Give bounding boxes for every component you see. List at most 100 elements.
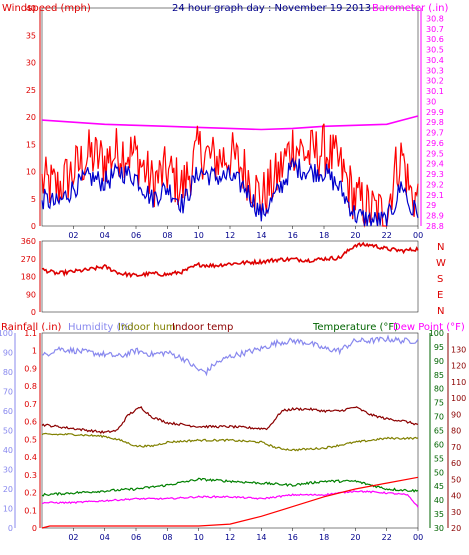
- x-tick-label: 14: [256, 533, 266, 542]
- direction-tick-label: 180: [21, 273, 36, 282]
- baro-tick-label: 30.3: [426, 66, 444, 75]
- series-group: [41, 115, 419, 529]
- series-line-direction: [41, 241, 419, 279]
- dewpoint-tick-label: 130: [451, 345, 466, 354]
- compass-s: S: [437, 274, 443, 285]
- temp-tick-label: 55: [434, 454, 444, 463]
- compass-n2: N: [437, 306, 444, 317]
- baro-tick-label: 29.7: [426, 129, 444, 138]
- x-tick-label: 20: [350, 533, 360, 542]
- x-tick-label: 18: [319, 231, 329, 240]
- indoor-temp-title: Indoor temp: [172, 322, 233, 333]
- compass-e: E: [437, 290, 443, 301]
- humidity-tick-label: 40: [3, 446, 13, 455]
- baro-tick-label: 29.9: [426, 108, 444, 117]
- dewpoint-tick-label: 60: [451, 459, 461, 468]
- x-tick-label: 10: [194, 231, 204, 240]
- x-tick-label: 04: [100, 231, 110, 240]
- humidity-title: Humidity (%): [68, 322, 134, 333]
- barometer-title: Barometer (.in): [372, 3, 448, 14]
- humidity-tick-label: 0: [8, 524, 13, 533]
- humidity-tick-label: 80: [3, 368, 13, 377]
- rain-tick-label: 1: [32, 347, 37, 356]
- baro-tick-label: 28.9: [426, 212, 444, 221]
- series-line-temperature: [41, 477, 419, 497]
- baro-tick-label: 30.8: [426, 14, 444, 23]
- dewpoint-title: Dew Point (°F): [393, 322, 465, 333]
- wind-tick-label: 10: [26, 168, 36, 177]
- x-tick-label: 16: [288, 533, 298, 542]
- x-tick-label: 18: [319, 533, 329, 542]
- temp-tick-label: 65: [434, 427, 444, 436]
- baro-tick-label: 28.8: [426, 222, 444, 231]
- rain-tick-label: 1.1: [24, 329, 37, 338]
- baro-tick-label: 29.3: [426, 170, 444, 179]
- temperature-title: Temperature (°F): [312, 322, 398, 333]
- x-tick-label: 00: [413, 533, 423, 542]
- humidity-tick-label: 100: [0, 329, 13, 338]
- dewpoint-tick-label: 70: [451, 443, 461, 452]
- temp-tick-label: 60: [434, 440, 444, 449]
- dewpoint-tick-label: 20: [451, 524, 461, 533]
- wind-tick-label: 30: [26, 59, 36, 68]
- direction-tick-label: 90: [26, 290, 36, 299]
- compass-w: W: [436, 258, 446, 269]
- rain-tick-label: 0.1: [24, 506, 37, 515]
- rain-tick-label: 0.7: [24, 400, 37, 409]
- x-tick-label: 00: [413, 231, 423, 240]
- windspeed-title: Windspeed (mph): [2, 3, 91, 14]
- x-tick-label: 08: [162, 533, 172, 542]
- dewpoint-tick-label: 30: [451, 508, 461, 517]
- x-tick-label: 14: [256, 231, 266, 240]
- temp-tick-label: 40: [434, 496, 444, 505]
- rain-tick-label: 0.5: [24, 435, 37, 444]
- temp-tick-label: 100: [429, 329, 444, 338]
- x-tick-label: 22: [382, 231, 392, 240]
- wind-tick-label: 0: [31, 222, 36, 231]
- dewpoint-tick-label: 120: [451, 362, 466, 371]
- panel-direction: [41, 240, 419, 313]
- humidity-tick-label: 70: [3, 388, 13, 397]
- indoor-hum-title: Indoor hum: [118, 322, 176, 333]
- wind-tick-label: 25: [26, 86, 36, 95]
- x-tick-label: 12: [225, 533, 235, 542]
- humidity-tick-label: 60: [3, 407, 13, 416]
- x-tick-label: 10: [194, 533, 204, 542]
- baro-tick-label: 30.2: [426, 77, 444, 86]
- baro-tick-label: 29: [426, 201, 436, 210]
- x-tick-label: 16: [288, 231, 298, 240]
- baro-tick-label: 29.1: [426, 191, 444, 200]
- humidity-tick-label: 90: [3, 349, 13, 358]
- x-tick-label: 08: [162, 231, 172, 240]
- graph-title: 24 hour graph day : November 19 2013: [172, 3, 371, 14]
- temp-tick-label: 85: [434, 371, 444, 380]
- temp-tick-label: 95: [434, 343, 444, 352]
- x-tick-label: 06: [131, 533, 141, 542]
- temp-tick-label: 70: [434, 413, 444, 422]
- series-line-dew_point: [41, 490, 419, 508]
- baro-tick-label: 29.2: [426, 180, 444, 189]
- temp-tick-label: 50: [434, 468, 444, 477]
- rainfall-title: Rainfall (.in): [1, 322, 62, 333]
- direction-tick-label: 270: [21, 255, 36, 264]
- direction-tick-label: 360: [21, 237, 36, 246]
- series-line-humidity: [41, 334, 419, 377]
- series-line-windspeed_avg: [41, 157, 419, 227]
- baro-tick-label: 29.5: [426, 149, 444, 158]
- temp-tick-label: 90: [434, 357, 444, 366]
- rain-tick-label: 0.6: [24, 418, 37, 427]
- baro-tick-label: 30.4: [426, 56, 444, 65]
- rain-tick-label: 0.8: [24, 382, 37, 391]
- compass-n: N: [437, 242, 444, 253]
- series-line-rain: [41, 476, 419, 529]
- humidity-tick-label: 50: [3, 427, 13, 436]
- wind-tick-label: 15: [26, 140, 36, 149]
- humidity-tick-label: 10: [3, 505, 13, 514]
- wind-tick-label: 35: [26, 31, 36, 40]
- temp-tick-label: 80: [434, 385, 444, 394]
- x-tick-label: 12: [225, 231, 235, 240]
- series-line-barometer: [41, 115, 419, 131]
- wind-tick-label: 40: [26, 4, 36, 13]
- baro-tick-label: 30: [426, 97, 436, 106]
